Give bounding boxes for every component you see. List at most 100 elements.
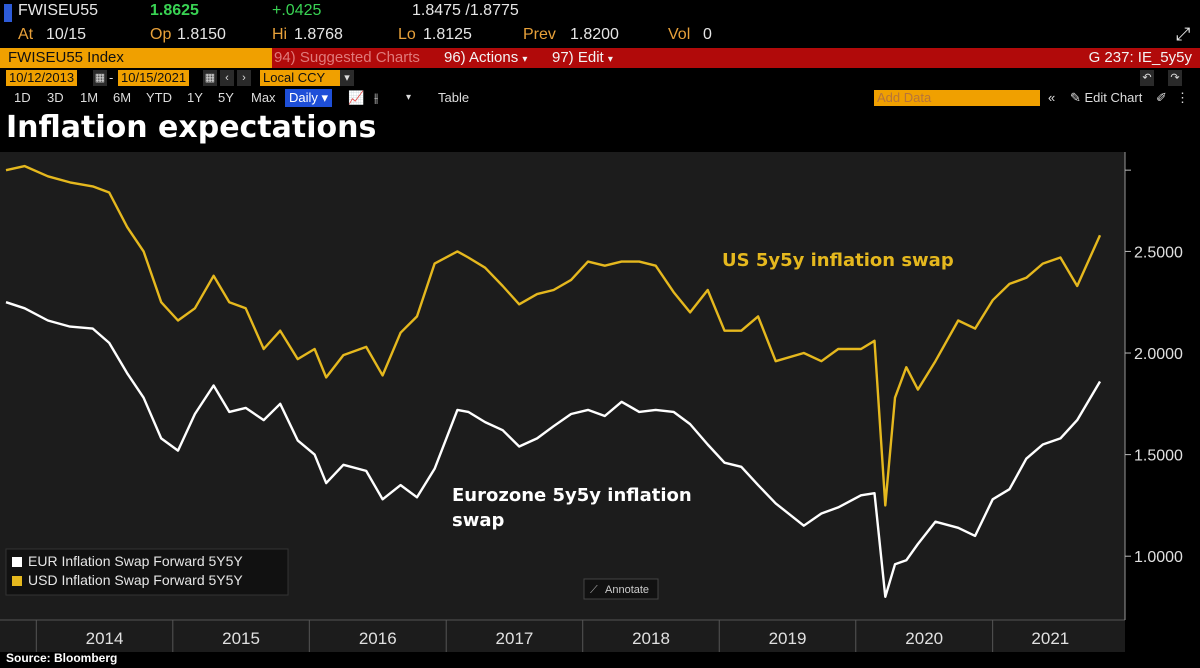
chart-settings-icon[interactable]: ✐ bbox=[1156, 90, 1167, 105]
security-field[interactable]: FWISEU55 Index bbox=[0, 48, 272, 68]
legend-swatch-eur bbox=[12, 557, 22, 567]
axis-ticks bbox=[35, 169, 1131, 652]
suggested-charts-menu[interactable]: 94) Suggested Charts bbox=[274, 49, 420, 66]
end-calendar-icon[interactable]: ▦ bbox=[203, 70, 217, 86]
usd-series-line bbox=[5, 164, 1102, 507]
action-bar: 94) Suggested Charts 96) Actions ▾ 97) E… bbox=[272, 48, 1200, 68]
period-3d[interactable]: 3D bbox=[47, 90, 64, 105]
undo-icon[interactable]: ↶ bbox=[1140, 70, 1154, 86]
ticker[interactable]: FWISEU55 bbox=[18, 2, 99, 19]
collapse-icon[interactable]: « bbox=[1048, 90, 1056, 105]
bid-ask: 1.8475 /1.8775 bbox=[412, 2, 519, 19]
low-label: Lo bbox=[398, 26, 416, 43]
frequency-label: Daily bbox=[289, 90, 318, 105]
open-label: Op bbox=[150, 26, 172, 43]
line-chart: 2014 2015 2016 2017 2018 2019 2020 2021 1.00001… bbox=[0, 152, 1183, 652]
high-value: 1.8768 bbox=[294, 26, 343, 43]
last-price: 1.8625 bbox=[150, 2, 199, 19]
security-name: FWISEU55 Index bbox=[8, 49, 124, 66]
annotate-button-bg bbox=[583, 578, 659, 600]
currency-select[interactable]: Local CCY bbox=[260, 70, 346, 86]
redo-icon[interactable]: ↷ bbox=[1168, 70, 1182, 86]
period-6m[interactable]: 6M bbox=[113, 90, 132, 105]
actions-menu[interactable]: 96) Actions ▾ bbox=[444, 49, 527, 66]
period-5y[interactable]: 5Y bbox=[218, 90, 234, 105]
annotate-label: Annotate bbox=[605, 584, 649, 596]
x-tick-label-2019: 2019 bbox=[769, 629, 807, 648]
at-value: 10/15 bbox=[46, 26, 87, 43]
eur-series-line bbox=[5, 301, 1102, 598]
start-calendar-icon[interactable]: ▦ bbox=[93, 70, 107, 86]
add-data-input[interactable]: Add Data bbox=[874, 90, 1040, 106]
table-button[interactable]: Table bbox=[438, 90, 470, 105]
y-tick-label-2.0000: 2.0000 bbox=[1134, 346, 1183, 363]
range-dash: - bbox=[109, 70, 114, 85]
net-change: +.0425 bbox=[272, 2, 322, 19]
expand-icon[interactable]: ⤢ bbox=[1176, 24, 1191, 44]
open-value: 1.8150 bbox=[177, 26, 226, 43]
prev-period-icon[interactable]: ‹ bbox=[220, 70, 234, 86]
x-tick-label-2017: 2017 bbox=[496, 629, 534, 648]
at-label: At bbox=[18, 26, 34, 43]
low-value: 1.8125 bbox=[423, 26, 472, 43]
y-tick-label-1.0000: 1.0000 bbox=[1134, 549, 1183, 566]
legend: EUR Inflation Swap Forward 5Y5Y USD Infl… bbox=[5, 548, 289, 596]
annotate-icon: ⟋ bbox=[590, 584, 598, 596]
period-1y[interactable]: 1Y bbox=[187, 90, 203, 105]
source-note: Source: Bloomberg bbox=[6, 651, 118, 665]
next-period-icon[interactable]: › bbox=[237, 70, 251, 86]
legend-background bbox=[5, 548, 289, 596]
x-tick-label-2014: 2014 bbox=[86, 629, 124, 648]
period-1m[interactable]: 1M bbox=[80, 90, 99, 105]
x-tick-label-2020: 2020 bbox=[905, 629, 943, 648]
x-tick-label-2021: 2021 bbox=[1031, 629, 1069, 648]
date-range-bar: 10/12/2013 ▦ - 10/15/2021 ▦ ‹ › Local CC… bbox=[0, 70, 1200, 88]
toolbar: 1D 3D 1M 6M YTD 1Y 5Y Max Daily ▾ 📈 ⫲ ▾ … bbox=[0, 89, 1200, 107]
more-options-icon[interactable]: ⋮ bbox=[1176, 90, 1189, 105]
prev-label: Prev bbox=[523, 26, 556, 43]
edit-label: 97) Edit bbox=[552, 49, 604, 66]
x-tick-label-2016: 2016 bbox=[359, 629, 397, 648]
prev-value: 1.8200 bbox=[570, 26, 619, 43]
actions-caret-icon: ▾ bbox=[522, 54, 528, 65]
line-chart-icon[interactable]: 📈 bbox=[348, 90, 365, 105]
currency-caret-icon[interactable]: ▾ bbox=[340, 70, 354, 86]
volume-label: Vol bbox=[668, 26, 691, 43]
period-max[interactable]: Max bbox=[251, 90, 276, 105]
high-label: Hi bbox=[272, 26, 288, 43]
x-axis-band bbox=[0, 620, 1125, 652]
chart-type-caret-icon[interactable]: ▾ bbox=[406, 92, 412, 103]
period-1d[interactable]: 1D bbox=[14, 90, 31, 105]
period-ytd[interactable]: YTD bbox=[146, 90, 172, 105]
security-marker bbox=[4, 4, 12, 22]
edit-menu[interactable]: 97) Edit ▾ bbox=[552, 49, 613, 66]
frequency-select[interactable]: Daily ▾ bbox=[285, 89, 333, 107]
menu-bar: FWISEU55 Index 94) Suggested Charts 96) … bbox=[0, 48, 1200, 68]
us-annotation: US 5y5y inflation swap bbox=[722, 250, 954, 271]
start-date-field[interactable]: 10/12/2013 bbox=[6, 70, 78, 86]
series-lines bbox=[5, 164, 1102, 598]
edit-chart-button[interactable]: ✎ Edit Chart bbox=[1070, 90, 1143, 105]
volume-value: 0 bbox=[703, 26, 712, 43]
x-tick-labels: 2014 2015 2016 2017 2018 2019 2020 2021 bbox=[86, 629, 1070, 648]
y-tick-label-1.5000: 1.5000 bbox=[1134, 448, 1183, 465]
y-tick-labels: 1.0000 1.5000 2.0000 2.5000 bbox=[1134, 244, 1183, 566]
plot-background bbox=[0, 152, 1125, 620]
eurozone-annotation-line2: swap bbox=[452, 510, 504, 531]
edit-caret-icon: ▾ bbox=[607, 54, 613, 65]
eurozone-annotation-line1: Eurozone 5y5y inflation bbox=[452, 485, 692, 506]
annotate-button[interactable]: ⟋ Annotate bbox=[583, 578, 659, 600]
end-date-field[interactable]: 10/15/2021 bbox=[118, 70, 190, 86]
chart-id: G 237: IE_5y5y bbox=[1088, 49, 1192, 66]
legend-swatch-usd bbox=[12, 576, 22, 586]
actions-label: 96) Actions bbox=[444, 49, 519, 66]
quote-bar: FWISEU55 1.8625 +.0425 1.8475 /1.8775 bbox=[0, 2, 1200, 24]
chart-headline: Inflation expectations bbox=[6, 110, 377, 145]
bar-chart-icon[interactable]: ⫲ bbox=[374, 90, 379, 105]
legend-label-eur: EUR Inflation Swap Forward 5Y5Y bbox=[28, 553, 243, 569]
y-tick-label-2.5000: 2.5000 bbox=[1134, 244, 1183, 261]
stats-bar: At 10/15 Op 1.8150 Hi 1.8768 Lo 1.8125 P… bbox=[0, 24, 1200, 46]
legend-label-usd: USD Inflation Swap Forward 5Y5Y bbox=[28, 572, 243, 588]
x-tick-label-2015: 2015 bbox=[222, 629, 260, 648]
edit-chart-label: Edit Chart bbox=[1084, 90, 1143, 105]
